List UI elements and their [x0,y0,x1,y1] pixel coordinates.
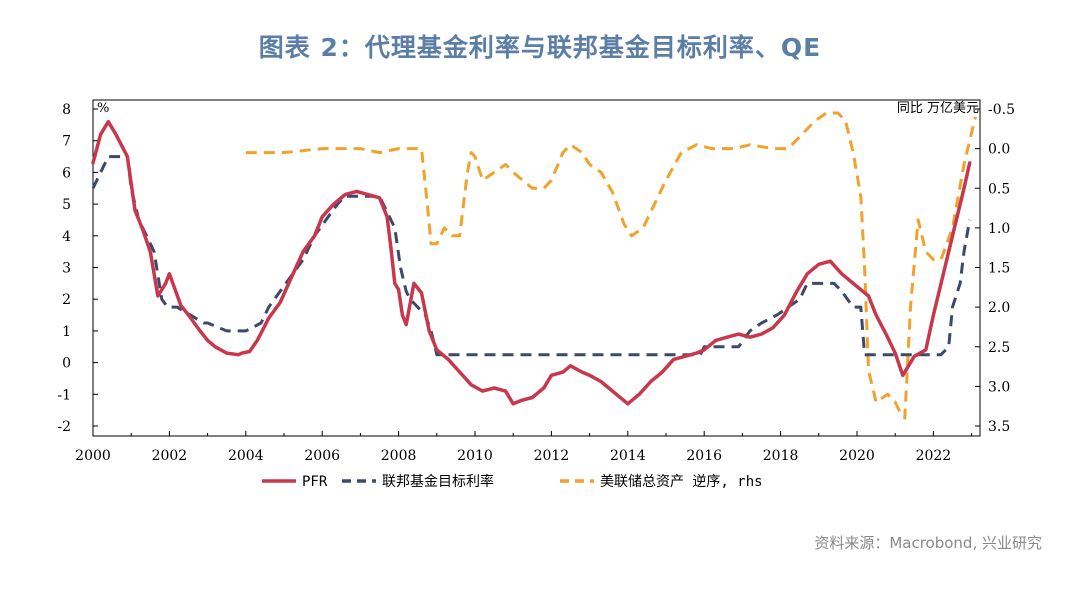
right-tick-label: 3.5 [988,419,1010,435]
chart-title: 图表 2：代理基金利率与联邦基金目标利率、QE [258,33,822,62]
left-tick-label: 5 [62,197,71,213]
left-tick-label: 2 [62,292,71,308]
x-tick-label: 2018 [763,448,799,464]
left-tick-label: 0 [62,356,71,372]
plot-border [92,99,981,437]
series-line-pfr [91,119,972,406]
left-tick-label: 1 [62,324,71,340]
series-line-fed-assets [245,111,977,420]
left-tick-label: 3 [62,261,71,277]
legend: PFR 联邦基金目标利率 美联储总资产 逆序, rhs [262,473,763,490]
left-axis: -2 -1 0 1 2 3 4 5 6 7 8 [57,102,98,435]
right-tick-label: 2.5 [988,340,1010,356]
left-tick-label: -1 [57,387,71,403]
right-tick-label: 0.0 [988,142,1010,158]
left-axis-unit: % [97,101,109,116]
right-axis: -0.5 0.0 0.5 1.0 1.5 2.0 2.5 3.0 3.5 [975,102,1015,435]
right-tick-label: 3.0 [988,379,1010,395]
right-axis-unit: 同比 万亿美元 [897,101,979,116]
x-tick-label: 2008 [381,448,417,464]
x-axis: 2000 2002 2004 2006 2008 2010 2012 2014 2016 2018… [75,431,973,464]
left-tick-label: -2 [57,419,71,435]
x-tick-label: 2004 [228,448,264,464]
right-tick-label: 1.5 [988,261,1010,277]
left-tick-label: 7 [62,134,71,150]
right-tick-label: 0.5 [988,181,1010,197]
x-tick-label: 2000 [75,448,111,464]
x-tick-label: 2022 [916,448,952,464]
x-tick-label: 2012 [534,448,570,464]
x-tick-label: 2014 [610,448,646,464]
series-line-fed-target [91,155,972,357]
legend-label: 美联储总资产 逆序, rhs [600,474,763,490]
x-tick-label: 2006 [304,448,340,464]
x-tick-label: 2016 [686,448,722,464]
x-tick-label: 2002 [152,448,188,464]
right-tick-label: 2.0 [988,300,1010,316]
legend-label: 联邦基金目标利率 [382,473,494,490]
left-tick-label: 6 [62,165,71,181]
series-layer [91,111,977,420]
right-tick-label: -0.5 [988,102,1015,118]
left-tick-label: 4 [62,229,71,245]
plot-frame [92,99,981,437]
left-tick-label: 8 [62,102,71,118]
source-note: 资料来源：Macrobond, 兴业研究 [814,534,1042,552]
x-tick-label: 2010 [457,448,493,464]
x-tick-label: 2020 [839,448,875,464]
right-tick-label: 1.0 [988,221,1010,237]
legend-label: PFR [302,474,328,490]
